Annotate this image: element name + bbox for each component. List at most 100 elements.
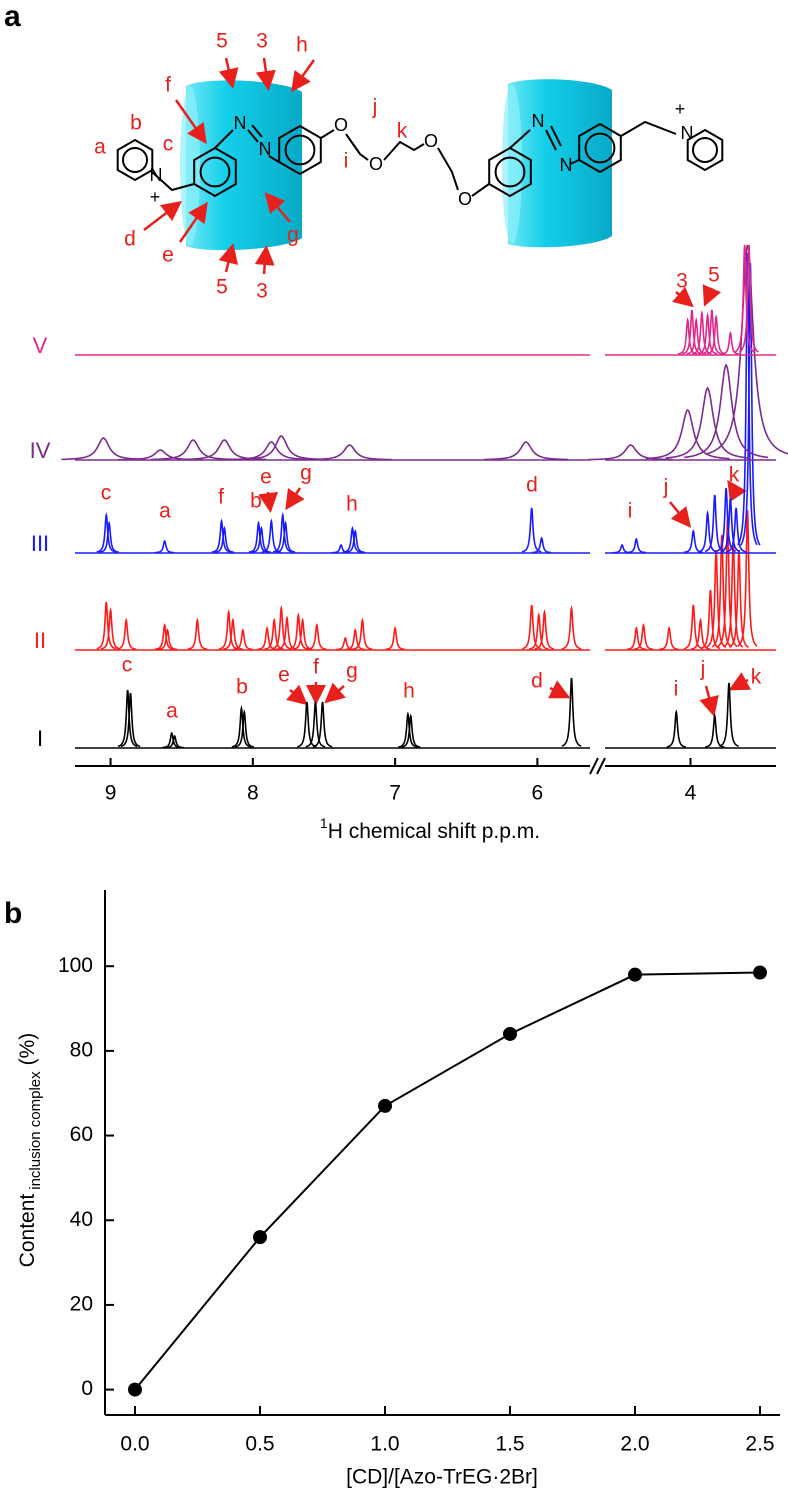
ring-aromatic [584, 132, 616, 164]
x-tick-label: 6 [532, 782, 544, 805]
peak [702, 309, 722, 355]
peak [187, 617, 208, 650]
peak-label: 3 [676, 270, 688, 293]
peak [272, 512, 293, 553]
peak-label: e [260, 466, 272, 489]
ring [686, 128, 724, 172]
peak [645, 408, 730, 460]
peak-label: f [218, 486, 224, 509]
arrow [672, 286, 694, 308]
atom: O [334, 115, 348, 135]
peak-label: j [700, 658, 706, 681]
x-axis-label: [CD]/[Azo-TrEG·2Br] [346, 1466, 538, 1489]
peak [239, 435, 324, 461]
spectrum-label: II [34, 628, 46, 653]
peak [706, 549, 727, 648]
bond [251, 124, 263, 138]
bond [345, 133, 369, 161]
peak [61, 437, 146, 461]
peak [705, 244, 788, 455]
arrow [254, 245, 275, 275]
peak [335, 636, 355, 651]
panel-label: b [4, 897, 22, 930]
peak [719, 682, 739, 747]
bond [569, 159, 580, 165]
peak [231, 704, 252, 748]
peak [99, 520, 119, 553]
x-tick-label: 2.5 [745, 1433, 774, 1456]
proton-label: 5 [216, 30, 228, 53]
peak [706, 314, 726, 355]
arrow [702, 284, 722, 307]
atom: N [560, 155, 573, 175]
arrow [669, 501, 692, 528]
arrow [285, 487, 305, 511]
data-line [134, 971, 761, 1391]
bond [437, 147, 459, 191]
bond [214, 129, 234, 149]
arrow [264, 192, 291, 223]
ring [278, 124, 322, 176]
peak [120, 692, 141, 748]
peak [288, 612, 309, 650]
axis-break [589, 757, 599, 775]
ring-aromatic [494, 156, 526, 188]
x-tick-label: 8 [247, 782, 259, 805]
bond [268, 155, 280, 163]
peak [737, 252, 758, 546]
ring [116, 138, 154, 182]
proton-label: 3 [256, 30, 268, 53]
peak [697, 311, 718, 355]
peak [659, 626, 679, 651]
data-point [253, 1230, 267, 1245]
atom: N [532, 111, 545, 131]
atom: O [458, 189, 472, 209]
peak-label: 5 [708, 264, 720, 287]
spectrum-label: IV [30, 438, 51, 463]
x-tick-label: 0.0 [120, 1433, 149, 1456]
peak-label: d [531, 670, 543, 693]
spectrum-label: I [37, 726, 43, 751]
peak [100, 606, 121, 650]
peak [214, 525, 235, 554]
bond [383, 140, 425, 161]
data-point [378, 1098, 392, 1113]
atom: N [259, 139, 272, 159]
peak-label: g [300, 462, 312, 485]
atom: O [424, 131, 438, 151]
peak [234, 709, 255, 748]
y-tick-label: 0 [81, 1377, 93, 1400]
y-tick-label: 20 [70, 1292, 93, 1315]
peak [534, 609, 555, 650]
peak [531, 536, 552, 554]
peak [305, 701, 326, 748]
y-tick-label: 60 [70, 1123, 93, 1146]
peak [561, 677, 582, 747]
y-tick-label: 40 [70, 1208, 93, 1231]
bond [509, 129, 531, 149]
peak-arrows [258, 284, 751, 717]
peak [690, 617, 711, 650]
proton-label: d [124, 228, 136, 251]
peak [665, 386, 750, 459]
peak [154, 622, 175, 651]
bond [247, 129, 259, 143]
arrow [699, 685, 719, 717]
arrow [548, 680, 571, 699]
x-tick-label: 2.0 [620, 1433, 649, 1456]
spectrum-label: III [31, 531, 49, 556]
peak [307, 622, 327, 651]
peak [737, 509, 758, 647]
y-axis-label-unit: (%) [16, 1033, 39, 1066]
peak [633, 622, 654, 651]
peak [626, 537, 647, 554]
y-tick-label: 100 [58, 954, 93, 977]
arrow [218, 243, 239, 273]
x-axis-label: 1H chemical shift p.p.m. [320, 815, 540, 843]
proton-label: j [372, 96, 378, 119]
peak [117, 689, 138, 748]
bond [620, 120, 677, 137]
peak [151, 439, 236, 461]
atom: + [150, 187, 161, 207]
peak-label: c [101, 482, 112, 505]
